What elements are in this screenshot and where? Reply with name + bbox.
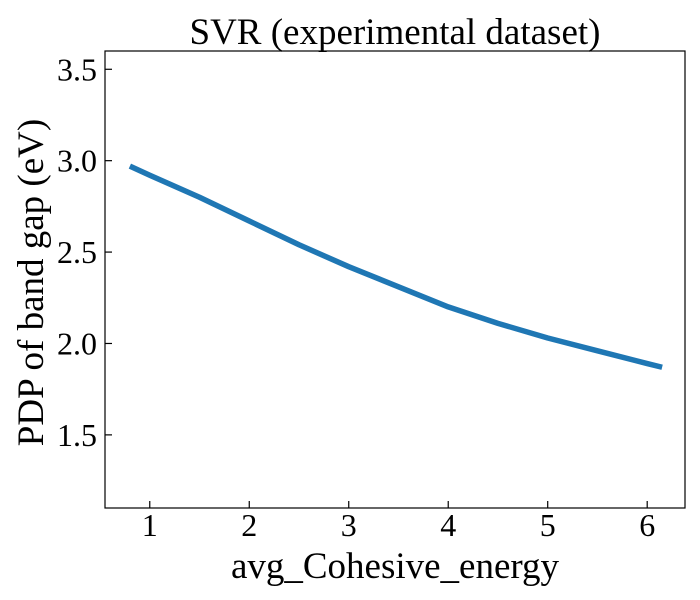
x-tick-label: 3	[341, 507, 357, 543]
y-tick-label: 3.5	[57, 51, 97, 87]
series-group	[128, 163, 663, 370]
plot-frame	[104, 50, 686, 509]
y-tick-label: 2.0	[57, 325, 97, 361]
x-tick-label: 6	[639, 507, 655, 543]
x-axis: 1 2 3 4 5 6	[142, 501, 655, 543]
y-tick-label: 1.5	[57, 417, 97, 453]
chart-title: SVR (experimental dataset)	[190, 12, 601, 53]
x-tick-label: 4	[440, 507, 456, 543]
plot-area: 1 2 3 4 5 6 1.5 2.0 2.5 3.0 3.5	[57, 50, 686, 543]
x-tick-label: 5	[540, 507, 556, 543]
y-axis-label: PDP of band gap (eV)	[11, 119, 52, 446]
y-tick-label: 3.0	[57, 143, 97, 179]
x-axis-label: avg_Cohesive_energy	[231, 546, 560, 587]
y-axis: 1.5 2.0 2.5 3.0 3.5	[57, 51, 112, 453]
x-tick-label: 2	[241, 507, 257, 543]
x-tick-label: 1	[142, 507, 158, 543]
y-tick-label: 2.5	[57, 234, 97, 270]
series-line	[128, 163, 663, 370]
